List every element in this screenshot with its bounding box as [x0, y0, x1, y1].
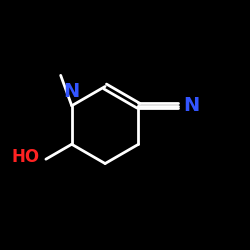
Text: N: N	[64, 82, 80, 101]
Text: N: N	[183, 96, 200, 115]
Text: HO: HO	[12, 148, 40, 166]
